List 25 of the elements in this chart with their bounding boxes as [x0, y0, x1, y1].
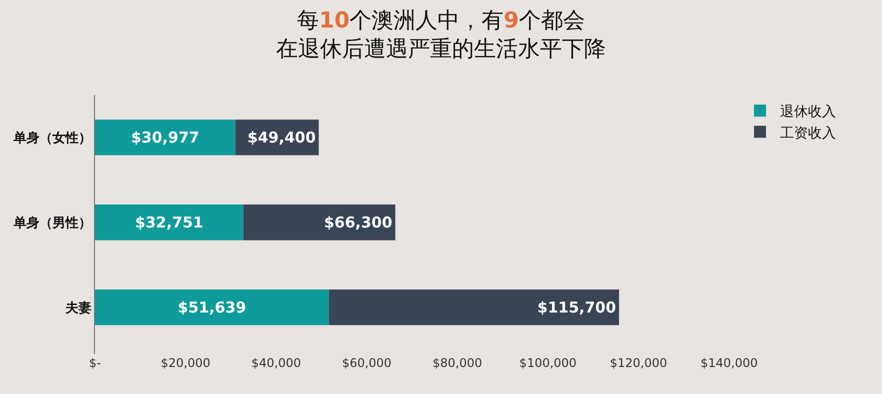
- legend-label: 工资收入: [780, 125, 836, 142]
- bar: [95, 120, 236, 156]
- x-tick-label: $20,000: [160, 356, 210, 370]
- data-label: $32,751: [135, 213, 204, 232]
- x-tick-label: $80,000: [432, 356, 482, 370]
- x-tick-label: $60,000: [342, 356, 392, 370]
- y-tick-label: 夫妻: [64, 300, 92, 316]
- total-label: $66,300: [324, 213, 392, 232]
- x-tick-label: $40,000: [251, 356, 301, 370]
- x-tick-label: $-: [89, 356, 101, 370]
- chart-title: 每10个澳洲人中，有9个都会在退休后遭遇严重的生活水平下降: [276, 8, 606, 62]
- bar: [95, 204, 244, 240]
- data-label: $51,639: [178, 298, 246, 316]
- y-tick-label: 单身（女性）: [12, 130, 92, 146]
- x-tick-label: $100,000: [519, 356, 577, 370]
- total-label: $49,400: [247, 128, 316, 146]
- bar: [243, 204, 396, 240]
- total-label: $115,700: [537, 298, 616, 316]
- legend-label: 退休收入: [780, 104, 836, 120]
- y-tick-label: 单身（男性）: [12, 214, 92, 231]
- x-tick-label: $120,000: [610, 356, 668, 370]
- x-tick-label: $140,000: [700, 356, 758, 370]
- bar: [95, 289, 329, 326]
- data-label: $30,977: [130, 128, 200, 146]
- bar: [328, 289, 620, 326]
